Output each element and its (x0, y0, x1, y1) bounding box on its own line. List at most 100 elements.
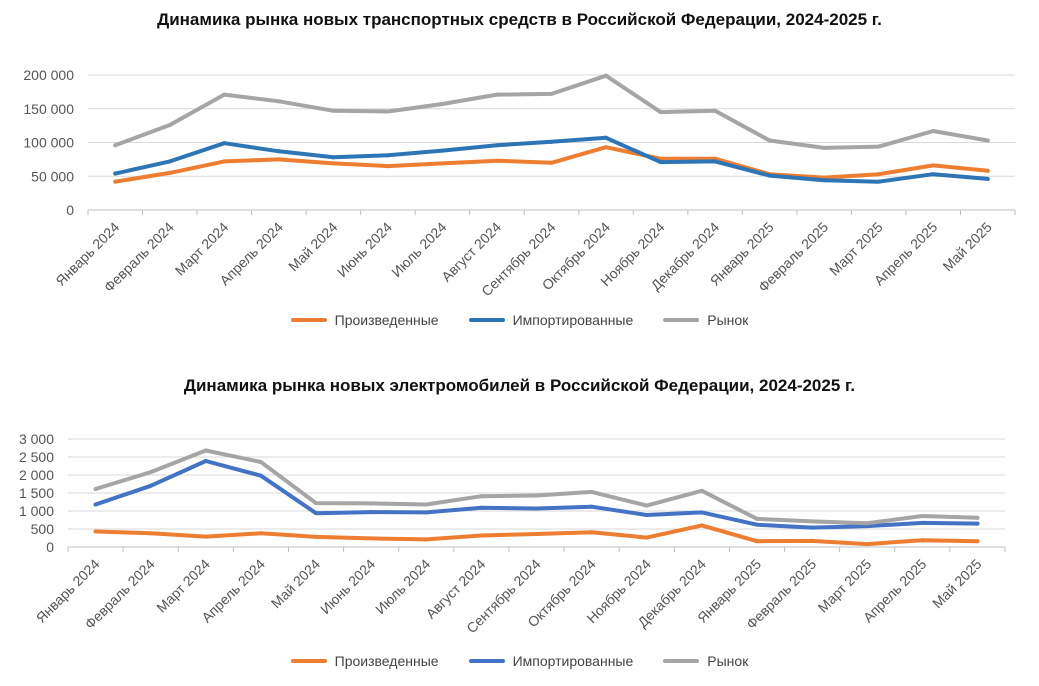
data-point-market (479, 494, 484, 499)
data-point-imported (931, 172, 936, 177)
chart-electric-vehicles: Динамика рынка новых электромобилей в Ро… (0, 343, 1039, 686)
data-point-market (148, 470, 153, 475)
data-point-market (549, 91, 554, 96)
data-point-produced (604, 145, 609, 150)
data-point-produced (876, 172, 881, 177)
data-point-imported (699, 510, 704, 515)
data-point-produced (276, 157, 281, 162)
y-tick-label: 0 (66, 202, 74, 218)
data-point-market (754, 516, 759, 521)
legend-label: Произведенные (334, 653, 439, 669)
data-point-imported (713, 159, 718, 164)
data-point-produced (534, 532, 539, 537)
data-point-produced (93, 529, 98, 534)
legend-item-produced: Произведенные (290, 653, 439, 669)
data-point-imported (167, 159, 172, 164)
legend-item-imported: Импортированные (468, 653, 633, 669)
x-tick-label: Май 2025 (939, 219, 995, 275)
data-point-market (931, 129, 936, 134)
data-point-market (865, 521, 870, 526)
data-point-imported (810, 525, 815, 530)
y-tick-label: 500 (31, 521, 55, 537)
legend-label: Импортированные (512, 312, 634, 328)
y-tick-label: 1 500 (19, 485, 54, 501)
data-point-imported (314, 511, 319, 516)
data-point-produced (479, 533, 484, 538)
data-point-market (167, 122, 172, 127)
y-tick-label: 0 (46, 539, 54, 555)
data-point-market (822, 145, 827, 150)
chart-legend: Произведенные Импортированные Рынок (0, 312, 1039, 328)
legend-swatch-imported (468, 318, 505, 322)
data-point-market (494, 92, 499, 97)
data-point-produced (494, 158, 499, 163)
series-line-market (93, 448, 980, 526)
data-point-produced (985, 168, 990, 173)
data-point-market (385, 109, 390, 114)
data-point-produced (699, 523, 704, 528)
legend-label: Рынок (707, 653, 749, 669)
y-tick-label: 150 000 (23, 101, 74, 117)
data-point-market (424, 502, 429, 507)
data-point-imported (658, 160, 663, 165)
data-point-imported (494, 143, 499, 148)
legend-label: Произведенные (334, 312, 439, 328)
legend-swatch-imported (468, 659, 505, 663)
data-point-imported (203, 458, 208, 463)
data-point-produced (222, 159, 227, 164)
x-tick-label: Март 2024 (153, 556, 213, 616)
data-point-imported (276, 149, 281, 154)
series-line-market (113, 73, 990, 150)
data-point-produced (920, 538, 925, 543)
data-point-produced (385, 164, 390, 169)
data-point-produced (810, 538, 815, 543)
legend-item-imported: Импортированные (468, 312, 634, 328)
data-point-imported (754, 522, 759, 527)
chart-legend: Произведенные Импортированные Рынок (0, 653, 1039, 669)
data-point-market (314, 501, 319, 506)
x-tick-label: Июнь 2024 (334, 219, 395, 280)
data-point-market (644, 503, 649, 508)
data-point-imported (479, 505, 484, 510)
legend-item-market: Рынок (663, 312, 748, 328)
chart-vehicles: Динамика рынка новых транспортных средст… (0, 10, 1039, 328)
x-tick-label: Май 2025 (929, 556, 985, 612)
data-point-market (369, 501, 374, 506)
data-point-imported (331, 155, 336, 160)
data-point-produced (644, 535, 649, 540)
y-tick-label: 50 000 (31, 168, 74, 184)
data-point-market (713, 108, 718, 113)
data-point-market (699, 488, 704, 493)
legend-swatch-produced (290, 659, 327, 663)
data-point-produced (203, 534, 208, 539)
data-point-imported (767, 173, 772, 178)
y-tick-label: 3 000 (19, 431, 54, 447)
x-tick-label: Май 2024 (268, 556, 324, 612)
data-point-produced (167, 170, 172, 175)
data-point-imported (385, 153, 390, 158)
data-point-market (985, 138, 990, 143)
data-point-produced (258, 531, 263, 536)
data-point-produced (113, 179, 118, 184)
data-point-produced (369, 536, 374, 541)
x-tick-label: Май 2024 (285, 219, 341, 275)
data-point-imported (644, 512, 649, 517)
legend-item-market: Рынок (663, 653, 748, 669)
data-point-market (203, 448, 208, 453)
data-point-imported (549, 139, 554, 144)
data-point-imported (534, 506, 539, 511)
data-point-imported (148, 483, 153, 488)
legend-item-produced: Произведенные (290, 312, 439, 328)
data-point-produced (424, 537, 429, 542)
data-point-imported (985, 176, 990, 181)
data-point-market (331, 108, 336, 113)
data-point-market (276, 99, 281, 104)
legend-swatch-market (663, 659, 700, 663)
legend-label: Рынок (707, 312, 749, 328)
data-point-market (534, 493, 539, 498)
chart-title: Динамика рынка новых электромобилей в Ро… (183, 376, 856, 395)
chart-title: Динамика рынка новых транспортных средст… (157, 10, 882, 29)
data-point-market (810, 519, 815, 524)
